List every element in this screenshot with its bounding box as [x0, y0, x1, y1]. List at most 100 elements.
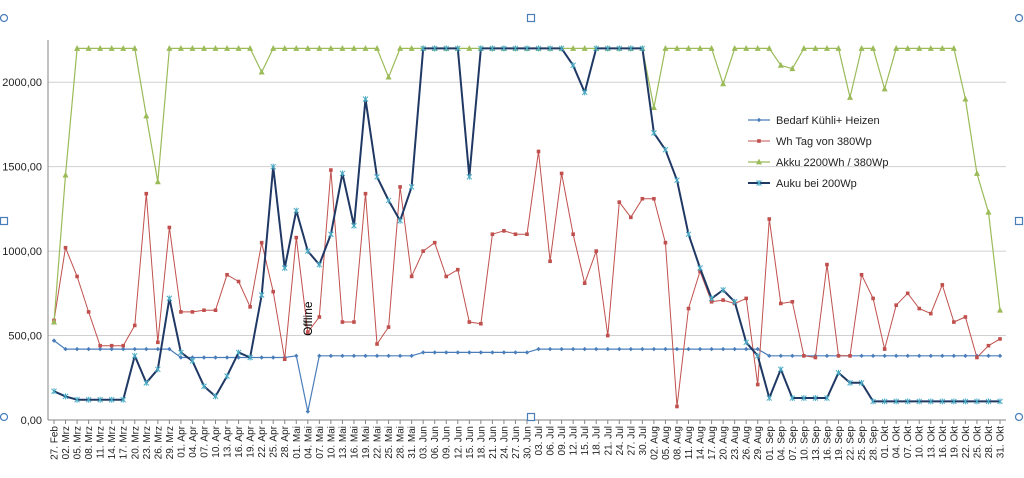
data-point	[454, 45, 461, 52]
data-point	[605, 333, 610, 338]
resize-handle[interactable]	[526, 13, 536, 23]
legend-item[interactable]: Wh Tag von 380Wp	[748, 136, 872, 148]
data-point	[973, 170, 980, 176]
data-point	[385, 73, 392, 80]
data-point	[629, 215, 633, 220]
data-point	[916, 45, 923, 51]
data-point	[939, 45, 946, 51]
resize-handle[interactable]	[0, 216, 9, 226]
data-point	[178, 355, 184, 360]
x-tick-label: 01. Mai	[292, 426, 303, 459]
data-point	[271, 289, 275, 294]
data-point	[582, 281, 587, 285]
data-point	[616, 45, 623, 52]
data-point	[190, 310, 195, 314]
selection-handles[interactable]	[0, 13, 1024, 422]
data-point	[398, 185, 402, 189]
resize-handle[interactable]	[1014, 13, 1024, 23]
x-tick-label: 23. Aug	[730, 426, 741, 460]
data-point	[490, 232, 495, 237]
legend-item[interactable]: Akku 2200Wh / 380Wp	[748, 157, 889, 169]
data-point	[802, 354, 806, 358]
series-group	[51, 45, 1003, 414]
data-point	[247, 45, 254, 51]
data-point	[259, 240, 264, 245]
data-point	[293, 207, 300, 214]
data-point	[247, 354, 253, 361]
x-tick-label: 13. Mai	[338, 426, 349, 459]
data-point	[731, 298, 738, 305]
x-tick-label: 19. Mai	[361, 426, 372, 459]
data-point	[951, 353, 957, 359]
resize-handle[interactable]	[526, 412, 536, 422]
data-point	[478, 350, 484, 355]
data-point	[258, 68, 265, 75]
x-axis-tick-labels: 27. Feb 02. Mrz 05. Mrz 08. Mrz 11. Mrz 14. M…	[50, 420, 1007, 460]
x-tick-label: 18. Jun	[476, 426, 487, 459]
data-point	[363, 191, 368, 196]
legend-item[interactable]: Auku bei 200Wp	[748, 178, 857, 190]
x-tick-label: 22. Mai	[373, 426, 384, 459]
data-point	[663, 240, 668, 245]
data-point	[697, 265, 703, 271]
x-tick-label: 14. Aug	[696, 426, 707, 460]
data-point	[662, 45, 669, 51]
data-point	[870, 45, 877, 51]
data-point	[339, 45, 346, 51]
x-tick-label: 26. Mrz	[153, 426, 164, 459]
data-point	[777, 61, 784, 68]
x-tick-label: 28. Okt	[984, 426, 995, 458]
data-point	[316, 45, 323, 51]
x-tick-label: 07. Mai	[315, 426, 326, 459]
x-tick-label: 03. Jul	[534, 426, 545, 455]
data-point	[156, 340, 160, 345]
data-point	[674, 177, 680, 184]
data-point	[120, 396, 127, 403]
data-point	[248, 305, 252, 309]
data-point	[189, 357, 196, 364]
data-point	[881, 398, 888, 405]
data-point	[121, 346, 126, 352]
y-axis-tick-labels: 0,00 500,00 1000,00 1500,00 2000,00	[2, 77, 42, 427]
data-point	[548, 259, 552, 264]
data-point	[824, 353, 830, 359]
x-tick-label: 04. Mai	[303, 426, 314, 459]
data-point	[766, 395, 773, 402]
data-point	[51, 388, 57, 395]
x-tick-label: 14. Mrz	[107, 426, 118, 459]
data-point	[617, 200, 622, 204]
x-tick-label: 24. Jun	[499, 426, 510, 459]
resize-handle[interactable]	[0, 412, 9, 422]
x-tick-label: 31. Mai	[407, 426, 418, 459]
x-tick-label: 06. Jun	[430, 426, 441, 459]
data-point	[339, 170, 346, 177]
data-point	[109, 343, 114, 348]
data-point	[939, 398, 946, 405]
legend[interactable]: Bedarf Kühli+ Heizen Wh Tag von 380Wp Akku…	[748, 115, 889, 190]
data-point	[467, 320, 472, 324]
data-point	[882, 347, 887, 351]
data-point	[74, 346, 80, 352]
legend-item[interactable]: Bedarf Kühli+ Heizen	[748, 115, 880, 127]
data-point	[951, 398, 957, 405]
data-point	[651, 346, 657, 352]
data-point	[823, 45, 830, 51]
data-point	[177, 45, 184, 51]
resize-handle[interactable]	[1014, 412, 1024, 422]
x-tick-label: 02. Aug	[649, 426, 660, 460]
data-point	[224, 373, 230, 380]
x-tick-label: 16. Okt	[938, 426, 949, 458]
x-tick-label: 30. Jun	[523, 426, 534, 459]
data-point	[490, 350, 495, 355]
resize-handle[interactable]	[1014, 216, 1024, 226]
data-point	[904, 45, 911, 51]
x-tick-label: 18. Jul	[592, 426, 603, 455]
data-point	[963, 315, 968, 319]
x-tick-label: 25. Mai	[384, 426, 395, 459]
data-point	[813, 355, 818, 360]
data-point	[259, 355, 264, 360]
resize-handle[interactable]	[0, 13, 9, 23]
x-tick-label: 13. Apr	[223, 425, 234, 457]
data-point	[651, 129, 657, 136]
